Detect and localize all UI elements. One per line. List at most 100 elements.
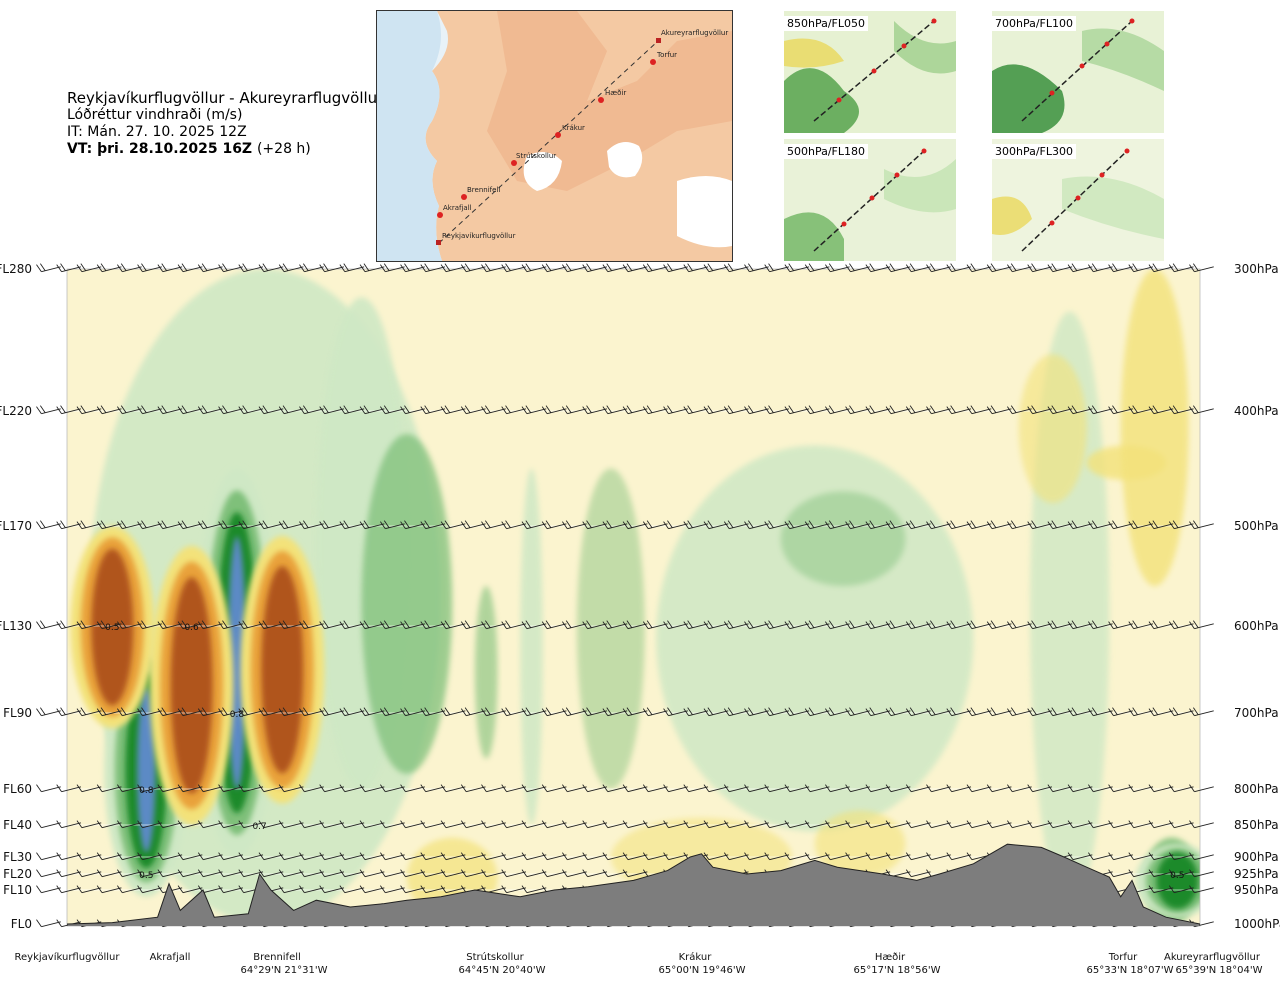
wind-barb-shaft [223,408,243,415]
wind-barb-shaft [911,623,931,630]
wind-barb [845,820,870,829]
wind-barb-flag [1047,264,1054,272]
wind-barb [723,707,749,717]
wind-barb-flag [444,620,451,628]
wind-barb [582,852,608,861]
wind-barb-flag [460,852,467,860]
wind-barb [825,707,850,717]
wind-barb [197,520,223,530]
wind-barb [784,820,810,829]
wind-barb-flag [117,820,123,828]
wind-barb-shaft [1174,887,1194,894]
wind-barb-shaft [648,623,668,630]
wind-barb-flag [1168,406,1175,414]
wind-barb-flag [363,263,370,271]
wind-barb-flag [278,521,285,529]
wind-barb-shaft [708,822,729,829]
wind-barb [177,852,203,861]
wind-barb-shaft [951,822,972,829]
wind-barb-shaft [142,871,162,878]
wind-barb-shaft [405,786,425,793]
wind-barb-flag [946,264,952,272]
wind-barb [1027,820,1053,829]
draft-core-3-2 [91,548,134,706]
wind-barb-flag [1132,263,1138,271]
wind-barb-flag [100,405,107,413]
waypoint-name-1: Akrafjall [150,952,191,963]
wind-barb-flag [161,263,167,271]
wind-barb [359,405,385,415]
wind-barb-flag [464,520,471,528]
wind-barb-shaft [1052,822,1073,829]
wind-barb-flag [905,869,912,877]
wind-barb-flag [663,621,669,629]
wind-barb-flag [282,620,289,628]
wind-barb-shaft [627,523,648,530]
wind-barb-shaft [182,266,203,273]
wind-barb [76,885,102,894]
wind-barb-flag [663,852,669,860]
wind-barb-flag [201,707,208,715]
wind-barb-shaft [1012,786,1032,793]
wind-barb-shaft [991,786,1012,793]
wind-barb-shaft [546,623,567,630]
wind-barb-flag [218,820,224,828]
wind-barb [1189,820,1214,829]
wind-barb [905,820,931,829]
wind-barb-flag [845,406,851,414]
wind-barb [380,820,405,829]
wind-barb-flag [424,707,430,715]
wind-barb [460,869,486,878]
wind-barb [744,520,769,530]
wind-barb [400,869,425,878]
wind-barb-flag [828,405,835,413]
wind-barb-flag [197,621,204,629]
wind-barb-flag [606,520,612,528]
wind-barb-shaft [749,266,769,273]
wind-barb [926,820,951,829]
wind-barb-shaft [41,871,61,878]
wind-barb-flag [703,406,710,414]
wind-barb [96,820,122,829]
wind-barb-flag [343,405,349,413]
wind-barb-shaft [789,266,810,273]
wind-barb [905,784,931,793]
wind-barb-shaft [1093,822,1113,829]
wind-barb-shaft [607,854,628,861]
wind-barb-shaft [364,822,385,829]
wind-barb-flag [201,263,208,271]
mini-map-850: 850hPa/FL050 [784,11,956,133]
wind-barb-flag [242,520,248,528]
mini-map-700: 700hPa/FL100 [992,11,1164,133]
wind-barb [1148,520,1174,530]
map-marker-strutskollur [511,160,517,166]
y-left-tick-label: FL170 [0,519,32,533]
wind-barb-flag [181,620,188,628]
wind-barb [1128,820,1154,829]
wind-barb-shaft [1072,623,1093,630]
wind-barb-shaft [769,822,790,829]
wind-barb-shaft [668,854,688,861]
wind-barb-shaft [506,710,527,717]
wind-barb-flag [96,621,103,629]
wind-barb [117,620,142,630]
wind-barb-flag [96,820,103,828]
wind-barb-flag [1148,621,1155,629]
wind-barb-shaft [789,408,810,415]
wind-barb [1027,520,1053,530]
wind-barb-flag [141,707,147,715]
wind-barb-flag [339,521,346,529]
wind-barb-flag [141,405,147,413]
wind-barb [1108,869,1133,878]
wind-barb [582,620,608,630]
wind-barb-shaft [41,408,61,415]
wind-barb [218,852,243,861]
wind-barb-flag [747,405,754,413]
wind-barb [582,520,608,530]
mini-map-850-svg [784,11,956,133]
wind-barb-shaft [567,523,587,530]
wind-barb [825,405,850,415]
wind-barb-flag [484,707,491,715]
wind-barb-flag [1148,264,1155,272]
